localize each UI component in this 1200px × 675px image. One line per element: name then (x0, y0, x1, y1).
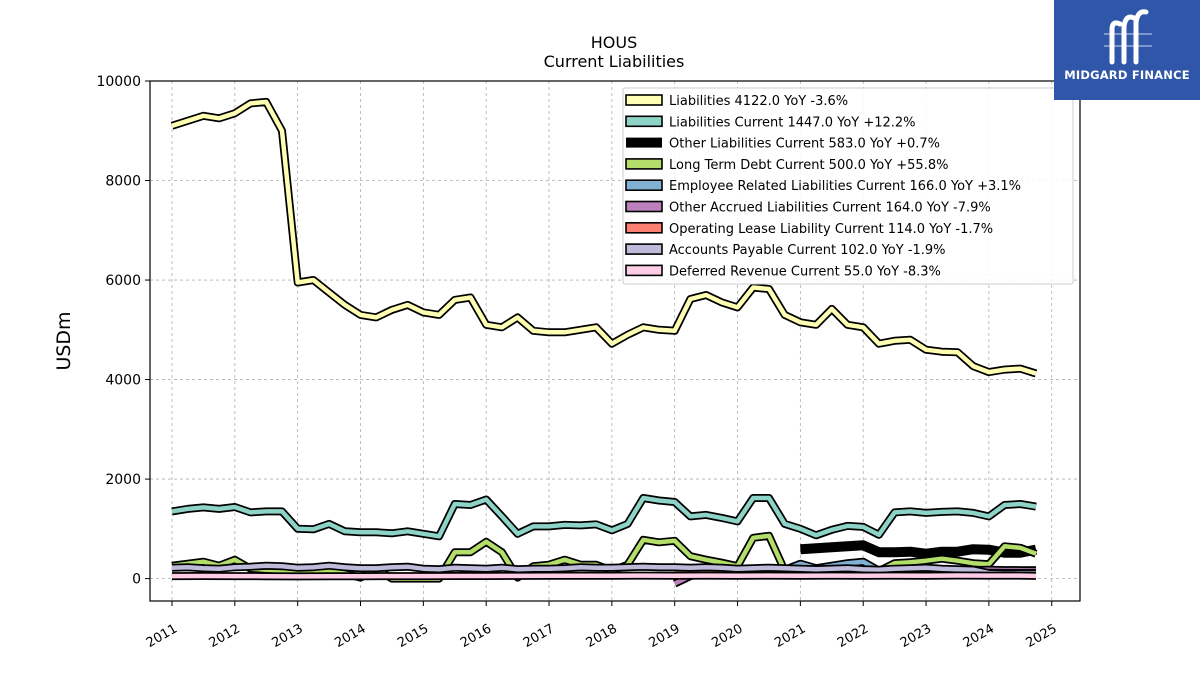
logo-text: MIDGARD FINANCE (1064, 68, 1190, 82)
legend-entry: Employee Related Liabilities Current 166… (669, 179, 1021, 194)
legend-swatch (625, 264, 663, 277)
legend-entry: Accounts Payable Current 102.0 YoY -1.9% (669, 243, 946, 258)
legend-entry: Operating Lease Liability Current 114.0 … (669, 222, 993, 237)
x-tick-label: 2018 (584, 621, 620, 651)
legend-entry: Liabilities 4122.0 YoY -3.6% (669, 94, 848, 109)
legend-swatch (625, 200, 663, 213)
legend-swatch (625, 94, 663, 106)
y-tick-label: 0 (132, 572, 141, 588)
series-line (171, 571, 1037, 581)
x-tick-label: 2011 (144, 621, 180, 651)
legend-entry: Other Accrued Liabilities Current 164.0 … (669, 201, 991, 216)
y-tick-label: 10000 (96, 74, 141, 90)
x-tick-label: 2024 (961, 621, 997, 651)
x-tick-label: 2022 (835, 621, 871, 651)
x-tick-label: 2020 (709, 621, 745, 651)
legend-entry: Long Term Debt Current 500.0 YoY +55.8% (669, 158, 948, 173)
logo: MIDGARD FINANCE (1054, 0, 1200, 100)
y-axis-label: USDm (53, 311, 75, 370)
plot-frame (149, 80, 1081, 602)
logo-mark-icon (1104, 9, 1152, 65)
chart-subtitle: Current Liabilities (544, 52, 685, 71)
x-tick-label: 2025 (1024, 621, 1060, 651)
legend-entry: Liabilities Current 1447.0 YoY +12.2% (669, 115, 916, 130)
legend-swatch (626, 137, 662, 148)
legend-swatch (625, 115, 663, 128)
legend-swatch (625, 158, 663, 170)
y-tick-label: 8000 (105, 174, 141, 190)
x-tick-label: 2017 (521, 621, 557, 651)
series-layer (170, 97, 1038, 588)
x-tick-label: 2014 (332, 621, 368, 651)
legend-box (622, 87, 1074, 285)
series-line-fill (171, 99, 1037, 376)
series-line-fill (171, 573, 1037, 579)
legend-swatch (625, 179, 663, 191)
x-axis: 2011 2012 2013 2014 2015 2016 2017 2018 2019 2020… (144, 601, 1060, 651)
x-tick-label: 2016 (458, 621, 494, 651)
y-tick-label: 4000 (105, 373, 141, 389)
legend-swatch (625, 243, 663, 255)
y-axis: 0 2000 4000 6000 8000 10000 (96, 74, 150, 588)
x-tick-label: 2021 (772, 621, 808, 651)
legend-swatch (625, 222, 663, 234)
series-line (171, 561, 1037, 578)
y-tick-label: 2000 (105, 472, 141, 488)
series-line (171, 494, 1037, 541)
x-tick-label: 2023 (898, 621, 934, 651)
legend-entry: Other Liabilities Current 583.0 YoY +0.7… (669, 137, 940, 152)
y-tick-label: 6000 (105, 273, 141, 289)
x-tick-label: 2015 (395, 621, 431, 651)
legend-entry: Deferred Revenue Current 55.0 YoY -8.3% (669, 264, 941, 279)
chart-title: HOUS (591, 33, 638, 52)
series-line-fill (171, 495, 1037, 539)
x-tick-label: 2013 (270, 621, 306, 651)
x-tick-label: 2019 (647, 621, 683, 651)
legend: Liabilities 4122.0 YoY -3.6% Liabilities … (622, 87, 1074, 285)
series-line (170, 97, 1038, 378)
series-line-fill (171, 563, 1037, 576)
x-tick-label: 2012 (207, 621, 243, 651)
